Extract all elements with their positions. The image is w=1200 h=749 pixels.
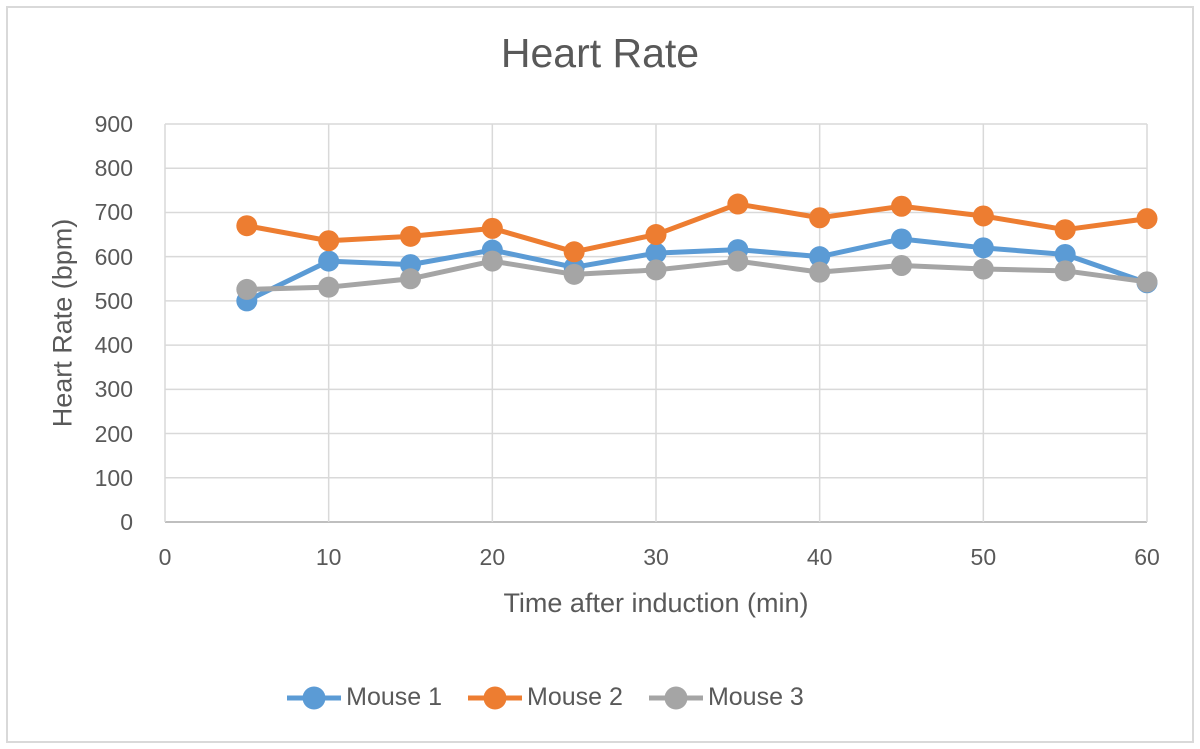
y-tick-label-500: 500	[94, 287, 133, 314]
data-point-mouse-3-25	[563, 263, 585, 285]
data-point-mouse-3-40	[809, 261, 831, 283]
x-tick-label-0: 0	[158, 544, 172, 570]
legend-label: Mouse 3	[707, 683, 804, 711]
y-tick-label-700: 700	[94, 199, 133, 226]
legend-item-mouse-2: Mouse 2	[467, 683, 623, 712]
legend-marker-icon	[468, 686, 523, 709]
data-point-mouse-1-10	[318, 250, 340, 272]
data-point-mouse-2-40	[809, 207, 831, 229]
data-point-mouse-1-50	[972, 237, 994, 259]
legend-item-mouse-3: Mouse 3	[648, 683, 804, 712]
y-tick-label-900: 900	[94, 111, 133, 137]
y-tick-label-0: 0	[120, 509, 133, 535]
x-axis-title: Time after induction (min)	[503, 588, 809, 618]
data-point-mouse-3-15	[400, 268, 421, 290]
series-line-mouse-2	[244, 201, 1150, 255]
legend-label: Mouse 1	[346, 683, 443, 711]
data-point-mouse-3-50	[972, 258, 994, 280]
data-point-mouse-3-30	[645, 259, 667, 281]
data-point-mouse-2-35	[727, 193, 749, 215]
x-tick-label-50: 50	[970, 544, 997, 570]
series-line-mouse-1	[244, 236, 1150, 304]
chart-title: Heart Rate	[500, 30, 700, 76]
x-tick-label-30: 30	[643, 544, 669, 570]
data-point-mouse-1-55	[1054, 243, 1076, 265]
data-point-mouse-3-55	[1054, 260, 1076, 282]
data-point-mouse-1-40	[809, 246, 831, 268]
data-point-mouse-3-10	[318, 276, 340, 298]
legend-item-mouse-1: Mouse 1	[286, 683, 442, 712]
data-point-mouse-2-30	[645, 224, 667, 246]
x-tick-label-20: 20	[479, 544, 506, 570]
legend-marker-icon	[648, 686, 703, 709]
x-tick-label-40: 40	[806, 544, 833, 570]
data-point-mouse-1-30	[645, 242, 667, 264]
legend-marker-icon	[287, 686, 342, 709]
y-tick-label-300: 300	[94, 376, 133, 403]
data-point-mouse-3-5	[236, 278, 258, 300]
data-point-mouse-2-10	[318, 230, 340, 252]
data-point-mouse-2-15	[400, 225, 421, 247]
data-point-mouse-3-35	[727, 250, 749, 272]
y-tick-label-800: 800	[94, 155, 133, 182]
data-point-mouse-2-25	[563, 241, 585, 263]
y-tick-label-200: 200	[94, 420, 133, 447]
data-point-mouse-1-45	[891, 228, 912, 250]
y-tick-label-600: 600	[94, 243, 133, 270]
x-tick-label-60: 60	[1134, 544, 1160, 570]
data-point-mouse-2-55	[1054, 219, 1076, 241]
data-point-mouse-3-60	[1136, 271, 1158, 293]
legend: Mouse 1 Mouse 2 Mouse 3	[0, 683, 1145, 712]
data-point-mouse-3-45	[891, 255, 912, 277]
series-line-mouse-3	[244, 258, 1150, 292]
y-tick-label-400: 400	[94, 332, 133, 359]
data-point-mouse-2-60	[1136, 208, 1158, 230]
data-point-mouse-2-5	[236, 215, 258, 237]
legend-label: Mouse 2	[527, 683, 623, 711]
x-tick-label-10: 10	[315, 544, 342, 570]
data-point-mouse-2-20	[481, 217, 503, 239]
data-point-mouse-2-50	[972, 205, 994, 227]
data-point-mouse-2-45	[891, 195, 912, 217]
y-tick-label-100: 100	[94, 464, 133, 491]
data-point-mouse-3-20	[481, 250, 503, 272]
